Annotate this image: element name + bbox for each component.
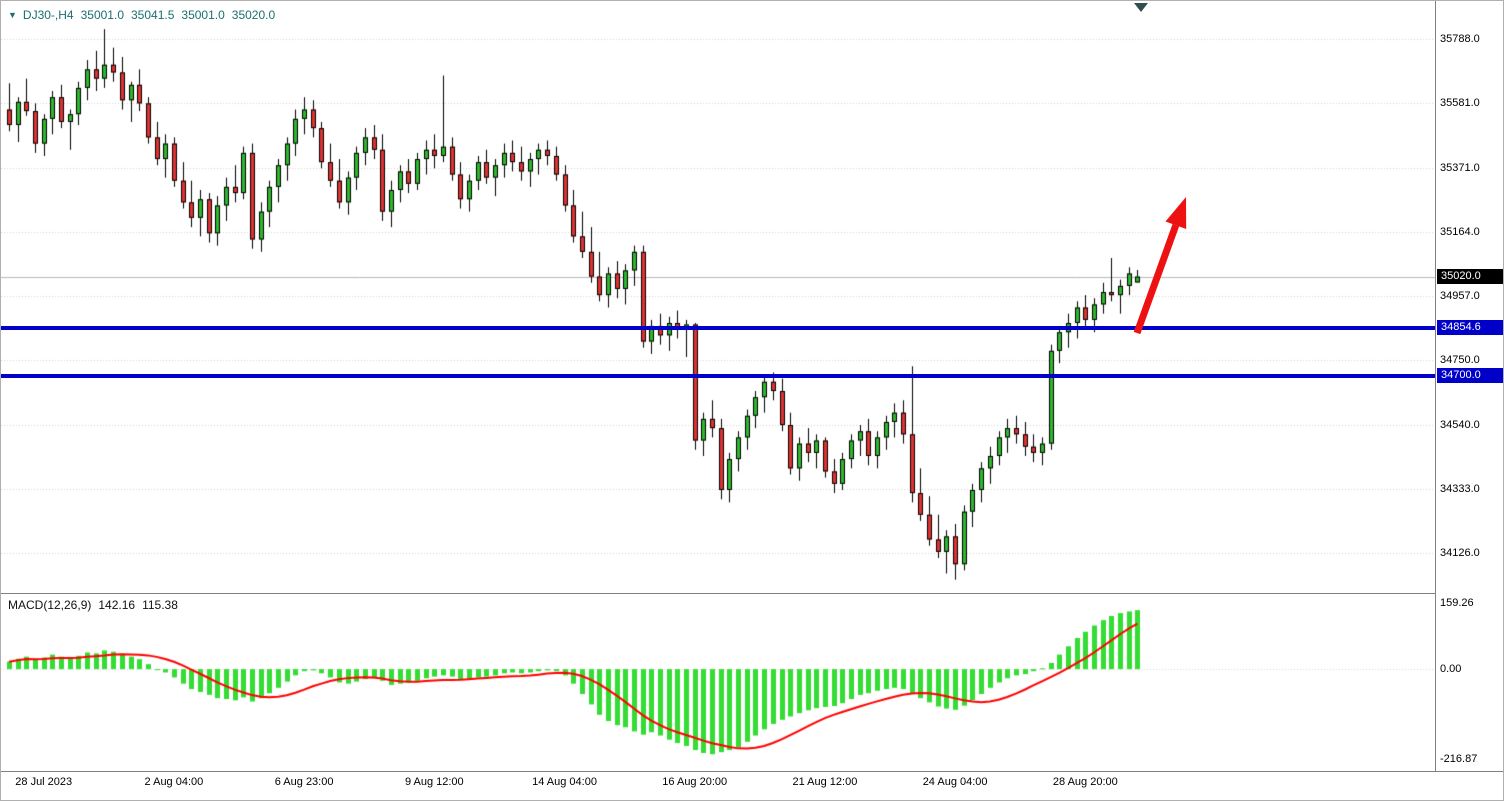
time-axis-label: 28 Jul 2023 [15, 776, 73, 788]
price-axis[interactable]: 35788.0 35581.0 35371.0 35164.0 34957.0 34750… [1435, 1, 1503, 771]
time-axis[interactable]: 28 Jul 2023 2 Aug 04:00 6 Aug 23:00 9 Aug 1… [1, 772, 1435, 800]
symbol-period-label: DJ30-,H4 [22, 8, 74, 22]
quote-low-value: 35001.0 [181, 8, 225, 22]
price-axis-label: 35164.0 [1440, 226, 1480, 239]
time-axis-label: 14 Aug 04:00 [532, 776, 597, 788]
price-axis-label: 34540.0 [1440, 419, 1480, 432]
price-axis-label: 34750.0 [1440, 354, 1480, 367]
hline-price-tag: 34854.6 [1437, 319, 1503, 335]
macd-main-value: 142.16 [98, 598, 136, 612]
price-axis-label: 34957.0 [1440, 290, 1480, 303]
time-axis-label: 9 Aug 12:00 [404, 776, 464, 788]
price-axis-label: 35581.0 [1440, 97, 1480, 110]
time-axis-label: 21 Aug 12:00 [792, 776, 858, 788]
quote-close-value: 35020.0 [231, 8, 276, 22]
hline-price-tag: 34700.0 [1437, 367, 1503, 383]
macd-indicator-label: MACD(12,26,9) 142.16 115.38 [8, 598, 178, 612]
price-axis-label: 34333.0 [1440, 483, 1480, 496]
macd-axis-label: 0.00 [1440, 663, 1462, 676]
quote-bar: ▼ DJ30-,H4 35001.0 35041.5 35001.0 35020.0 [8, 8, 275, 22]
macd-axis-label: -216.87 [1440, 753, 1478, 766]
collapse-quote-icon[interactable]: ▼ [8, 10, 17, 20]
time-axis-separator [1, 771, 1503, 772]
quote-high-value: 35041.5 [131, 8, 175, 22]
time-axis-label: 6 Aug 23:00 [274, 776, 334, 788]
time-axis-label: 2 Aug 04:00 [144, 776, 204, 788]
panel-separator[interactable] [1, 593, 1503, 594]
quote-open-value: 35001.0 [80, 8, 124, 22]
price-axis-label: 34126.0 [1440, 547, 1480, 560]
horizontal-line-upper[interactable] [1, 325, 1435, 330]
time-axis-label: 28 Aug 20:00 [1052, 776, 1118, 788]
time-axis-label: 16 Aug 20:00 [662, 776, 728, 788]
price-axis-label: 35788.0 [1440, 33, 1480, 46]
macd-signal-value: 115.38 [142, 598, 178, 612]
macd-panel-canvas[interactable] [1, 594, 1435, 770]
horizontal-line-lower[interactable] [1, 373, 1435, 378]
time-axis-label: 24 Aug 04:00 [922, 776, 988, 788]
price-axis-label: 35371.0 [1440, 162, 1480, 175]
macd-name-label: MACD(12,26,9) [8, 598, 92, 612]
price-chart-canvas[interactable] [1, 1, 1435, 593]
macd-axis-label: 159.26 [1440, 597, 1474, 610]
chart-shift-marker-icon[interactable] [1134, 3, 1148, 12]
current-price-tag: 35020.0 [1437, 268, 1503, 284]
